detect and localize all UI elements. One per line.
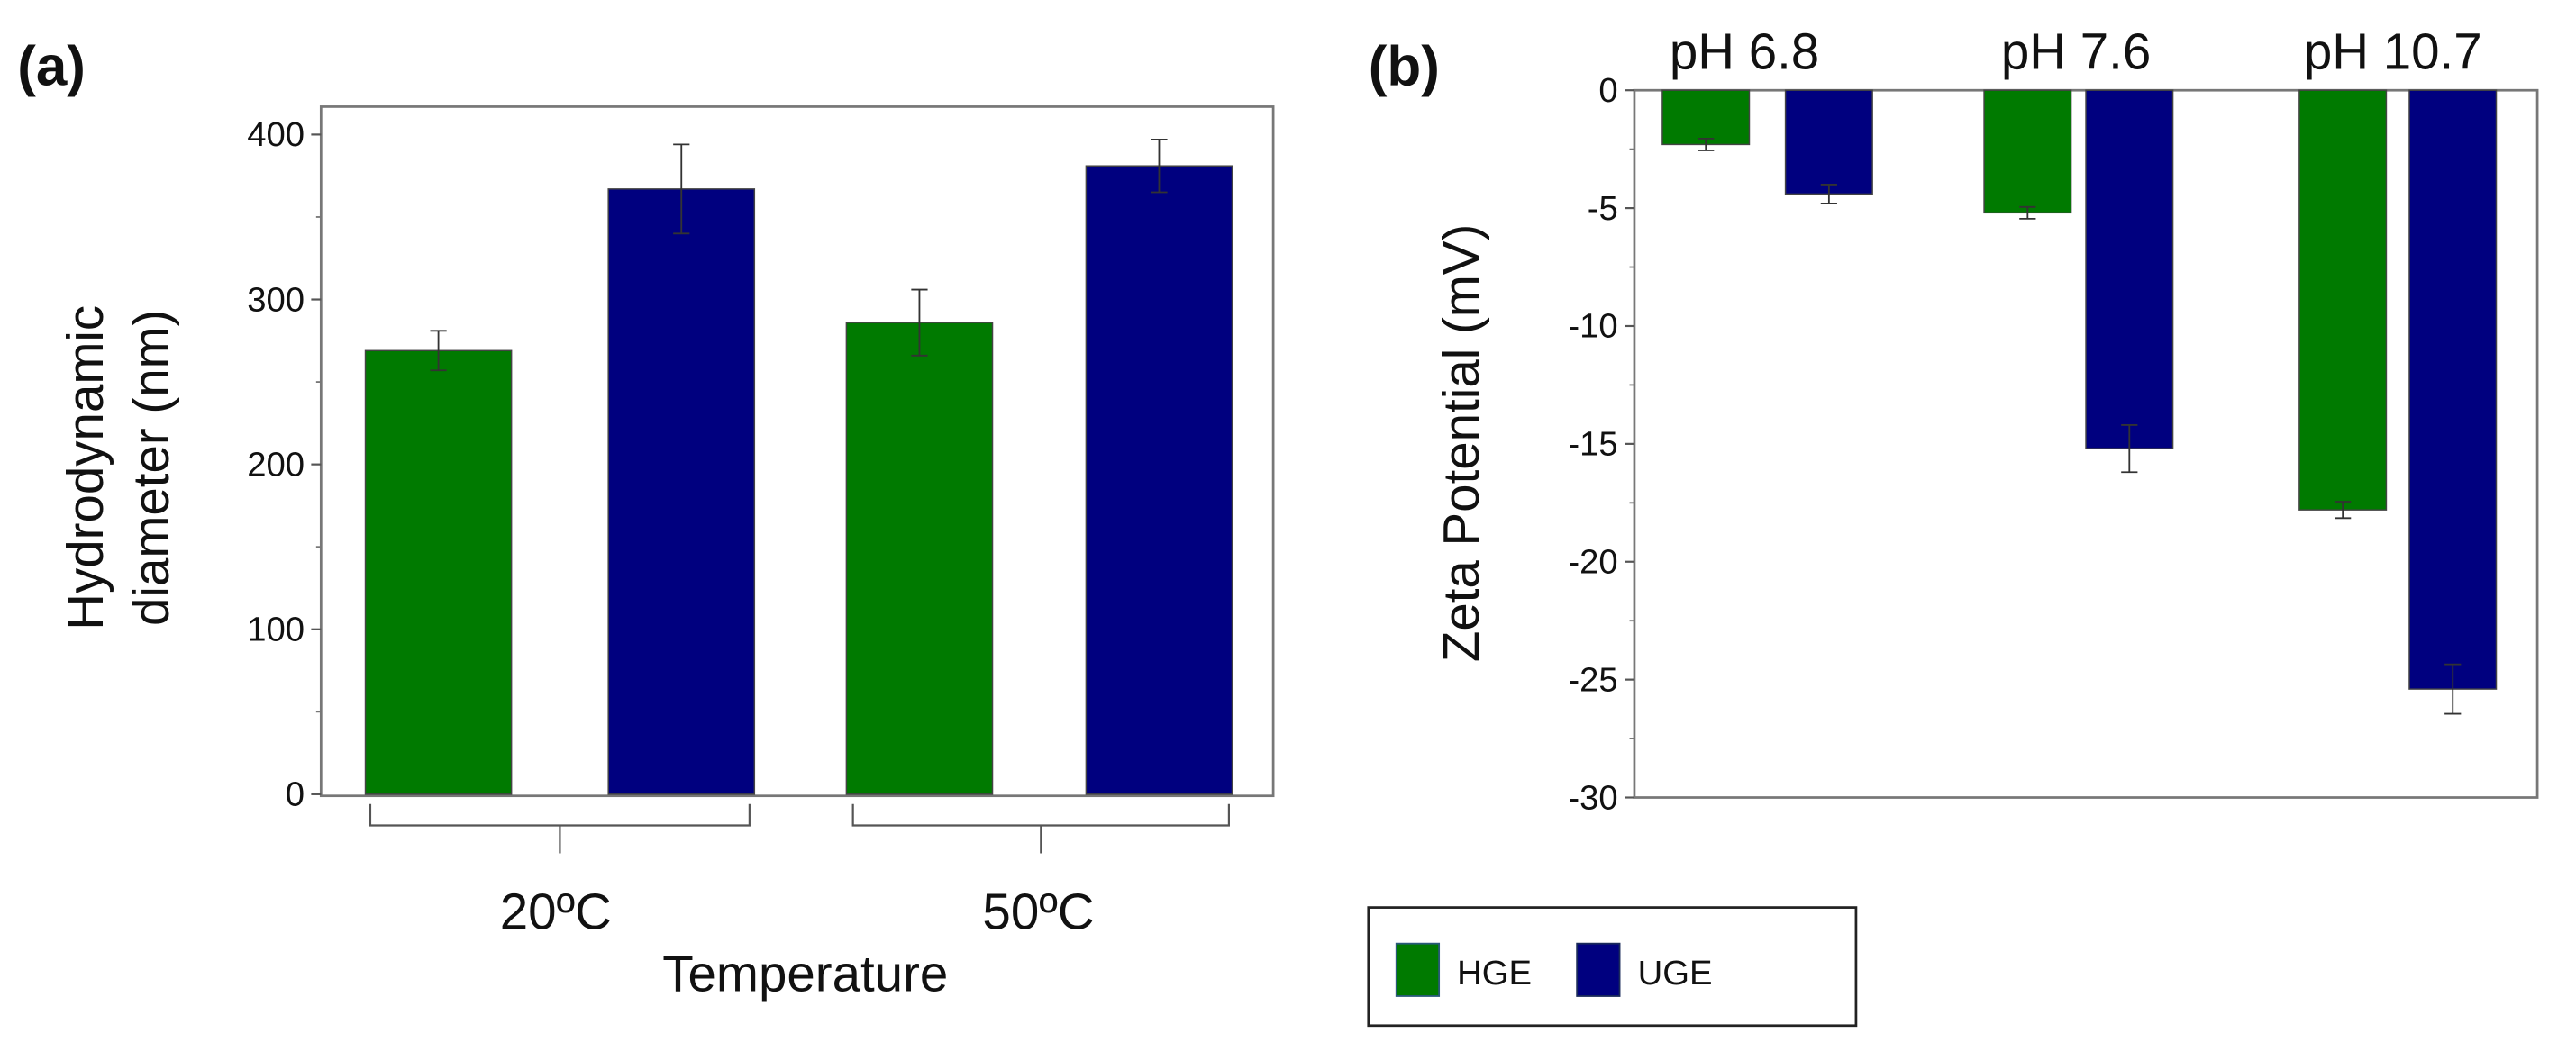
category-label-20c: 20ºC xyxy=(500,883,612,939)
category-bracket-0 xyxy=(369,803,751,854)
bar-hge-1 xyxy=(845,322,994,795)
y-tick-label: -30 xyxy=(1568,778,1617,817)
bar-uge-2 xyxy=(2408,89,2498,690)
y-tick-label: -5 xyxy=(1588,189,1618,228)
panel-a-category-brackets xyxy=(369,803,1230,854)
bar-hge-0 xyxy=(1661,89,1751,146)
y-tick-label: -20 xyxy=(1568,543,1617,582)
bar-uge-0 xyxy=(607,188,756,795)
bar-uge-1 xyxy=(2085,89,2174,449)
bar-uge-0 xyxy=(1784,89,1873,195)
legend: HGE UGE xyxy=(1367,906,1858,1028)
panel-b-y-ticks: 0 -5 -10 -15 -20 -25 -30 xyxy=(1568,71,1634,817)
y-tick-label: 100 xyxy=(247,611,305,649)
bar-hge-0 xyxy=(364,349,513,795)
panel-a-label: (a) xyxy=(17,36,86,98)
y-tick-label: -25 xyxy=(1568,660,1617,699)
panel-a-bars xyxy=(364,138,1233,795)
panel-b-y-axis-title: Zeta Potential (mV) xyxy=(1433,224,1489,662)
category-label-ph-7-6: pH 7.6 xyxy=(2001,23,2151,80)
y-tick-label: 200 xyxy=(247,445,305,484)
legend-swatch-hge xyxy=(1395,942,1441,997)
panel-a-x-axis-title: Temperature xyxy=(662,946,948,1002)
panel-b-bars xyxy=(1661,89,2498,715)
y-tick-label: -15 xyxy=(1568,425,1617,464)
y-tick-label: 400 xyxy=(247,115,305,154)
legend-label-hge: HGE xyxy=(1457,954,1532,992)
y-axis-title-line-1: Hydrodynamic xyxy=(57,305,114,630)
panel-a-plot-frame xyxy=(319,105,1275,798)
legend-label-uge: UGE xyxy=(1638,954,1713,992)
y-axis-title-line-2: diameter (nm) xyxy=(123,310,179,626)
bar-uge-1 xyxy=(1085,165,1233,795)
panel-a: (a) Hydrodynamic diameter (nm) 0 100 200 30… xyxy=(17,36,1275,1002)
panel-b: (b) Zeta Potential (mV) 0 -5 -10 -15 -20 -25 -… xyxy=(1369,23,2539,817)
y-tick-label: -10 xyxy=(1568,307,1617,346)
y-tick-label: 0 xyxy=(286,775,305,814)
y-tick-label: 0 xyxy=(1598,71,1617,110)
panel-a-y-ticks: 0 100 200 300 400 xyxy=(247,115,322,814)
category-label-ph-6-8: pH 6.8 xyxy=(1670,23,1819,80)
bar-hge-1 xyxy=(1983,89,2072,214)
category-label-50c: 50ºC xyxy=(982,883,1094,939)
panel-a-y-axis-title: Hydrodynamic diameter (nm) xyxy=(57,305,179,630)
category-bracket-1 xyxy=(851,803,1230,854)
category-label-ph-10-7: pH 10.7 xyxy=(2304,23,2482,80)
panel-b-label: (b) xyxy=(1369,36,1440,98)
y-tick-label: 300 xyxy=(247,280,305,319)
legend-swatch-uge xyxy=(1576,942,1621,997)
bar-hge-2 xyxy=(2298,89,2388,511)
